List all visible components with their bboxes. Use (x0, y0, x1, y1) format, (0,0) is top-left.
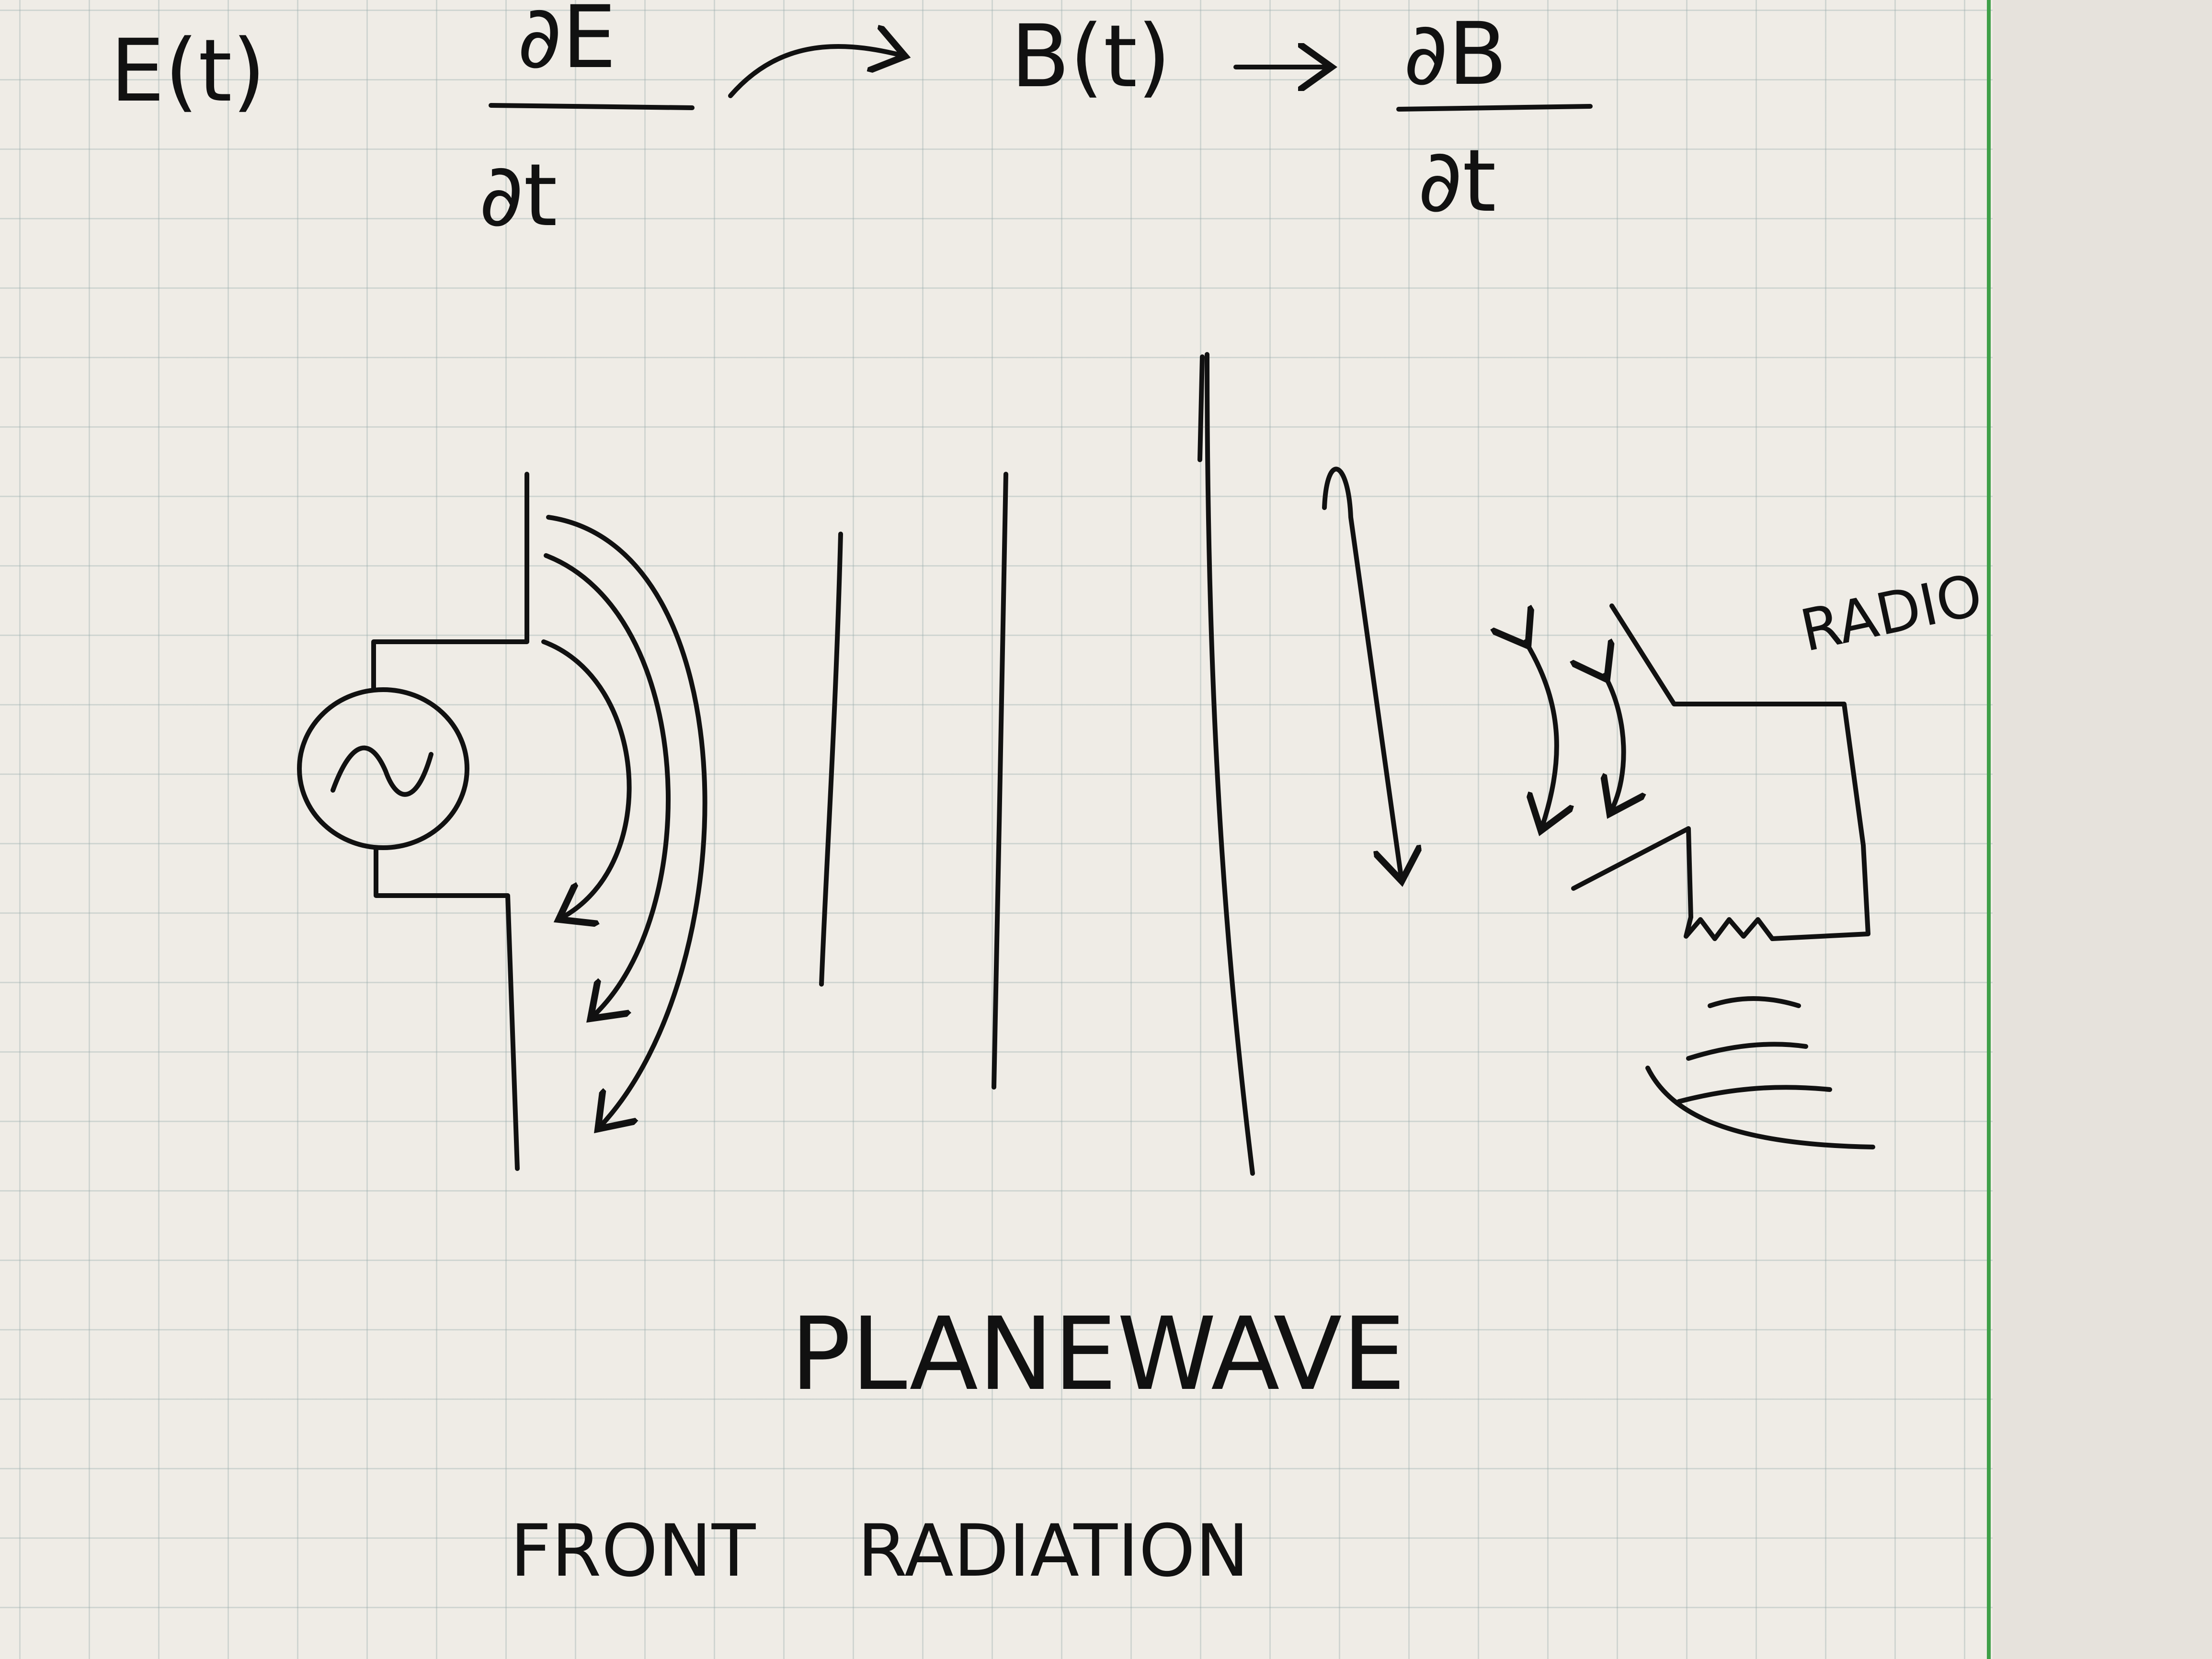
lower-antenna (374, 845, 520, 1171)
field-line-inner (541, 639, 632, 917)
arrow-de-to-b (728, 46, 901, 98)
db-fraction-bar (1396, 104, 1593, 112)
wavefront-3-tick (1197, 354, 1205, 462)
radio-receiver-icon (1571, 603, 1870, 941)
de-numerator: ∂E (517, 0, 616, 88)
b-field-label: B(t) (1011, 7, 1171, 107)
db-denominator: ∂t (1418, 131, 1496, 231)
wavefront-3 (1205, 352, 1255, 1176)
sound-waves-icon (1645, 996, 1875, 1149)
radio-label: RADIO (1795, 562, 1988, 665)
de-denominator: ∂t (479, 146, 558, 246)
de-fraction-bar (489, 103, 695, 110)
plane-wave-label: PLANEWAVE (790, 1295, 1406, 1413)
radiation-label: RADIATION (857, 1510, 1249, 1593)
margin-line (1987, 0, 1991, 1659)
e-field-arrow (1322, 466, 1401, 876)
field-line-outer (546, 515, 707, 1125)
double-arrow-outer (1526, 642, 1557, 826)
page-edge (1993, 0, 2212, 1659)
wavefront-1 (819, 532, 843, 987)
field-line-middle (544, 553, 671, 1015)
double-arrow-inner (1605, 675, 1624, 809)
wavefront-2 (992, 472, 1008, 1090)
front-label: FRONT (510, 1510, 756, 1593)
upper-wire (371, 606, 529, 692)
ac-source-icon (297, 687, 469, 850)
e-field-label: E(t) (110, 21, 266, 121)
db-numerator: ∂B (1403, 4, 1507, 104)
